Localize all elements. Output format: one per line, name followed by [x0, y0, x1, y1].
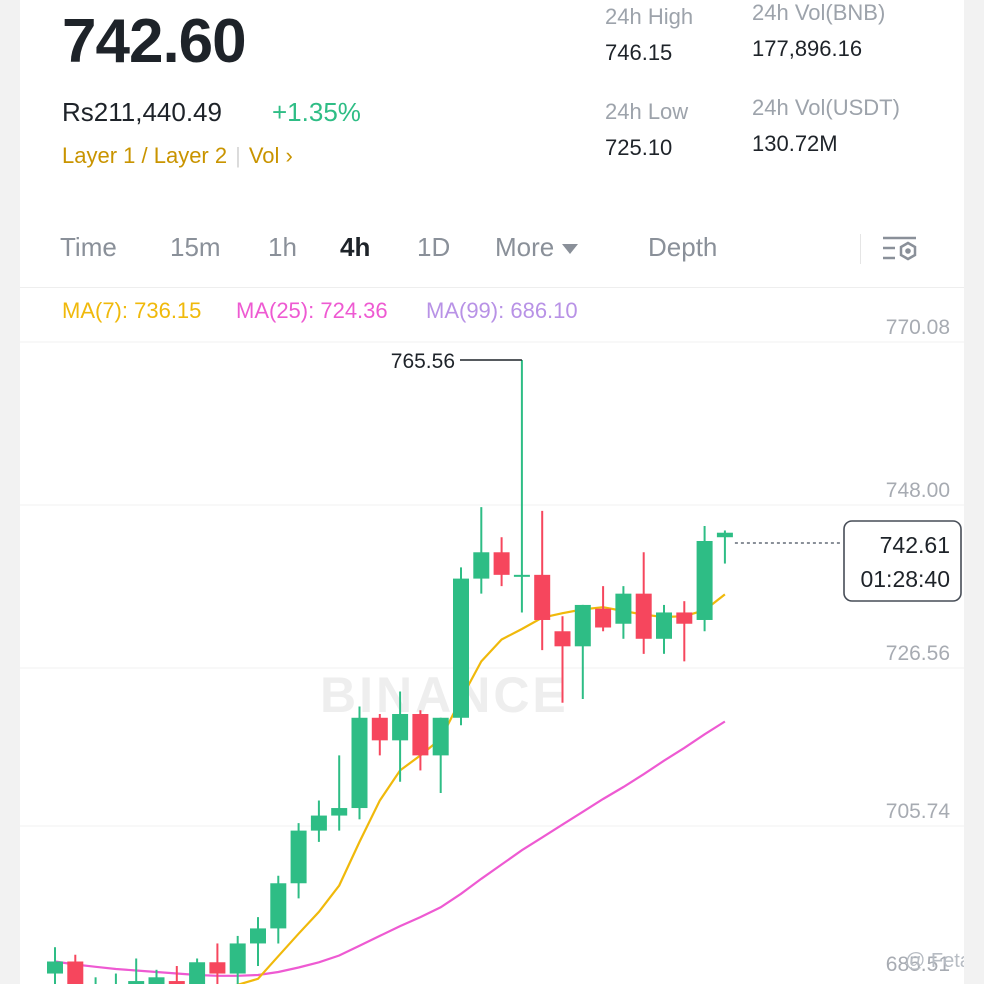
y-tick-label: 770.08 — [886, 316, 950, 339]
stat-label: 24h Low — [605, 99, 689, 124]
last-price: 742.60 — [62, 7, 247, 76]
candle-body — [635, 593, 652, 639]
chevron-right-icon: › — [285, 143, 293, 168]
y-tick-label: 685.51 — [886, 953, 950, 976]
y-tick-label: 748.00 — [886, 479, 950, 502]
stat-24h-vol-usdt: 24h Vol(USDT) 130.72M — [752, 95, 900, 157]
tab-depth[interactable]: Depth — [648, 232, 718, 262]
stat-24h-vol-bnb: 24h Vol(BNB) 177,896.16 — [752, 0, 885, 62]
ma99-legend: MA(99): 686.10 — [426, 298, 578, 323]
candle-body — [148, 977, 165, 984]
tab-more-label: More — [495, 232, 555, 262]
candle-body — [310, 815, 327, 831]
interval-tabs: Time 15m 1h 4h 1D More Depth — [20, 228, 964, 272]
stat-value: 177,896.16 — [752, 36, 863, 61]
tags: Layer 1 / Layer 2 | Vol › — [62, 143, 293, 169]
candle-body — [615, 593, 632, 624]
stat-value: 130.72M — [752, 131, 838, 156]
tab-1d[interactable]: 1D — [417, 232, 451, 262]
candle-body — [574, 604, 591, 647]
candle-body — [513, 574, 530, 577]
candle-body — [168, 981, 185, 984]
tag-vol[interactable]: Vol — [248, 143, 280, 168]
watermark-text: BINANCE — [320, 667, 569, 723]
countdown-label: 01:28:40 — [860, 566, 950, 592]
candle-body — [716, 532, 733, 538]
candle-body — [392, 714, 409, 741]
market-card: 742.60 Rs211,440.49 +1.35% Layer 1 / Lay… — [20, 0, 964, 984]
y-tick-label: 726.56 — [886, 642, 950, 665]
candle-body — [371, 717, 388, 741]
candle-body — [473, 552, 490, 579]
candle-body — [189, 962, 206, 984]
candle-body — [696, 540, 713, 620]
candle-body — [209, 962, 226, 974]
stat-label: 24h High — [605, 4, 694, 29]
candle-body — [676, 612, 693, 624]
candle-body — [47, 961, 63, 974]
candle-body — [534, 574, 551, 620]
candle-body — [128, 981, 145, 984]
stat-24h-low: 24h Low 725.10 — [605, 99, 688, 161]
candle-body — [351, 717, 368, 809]
last-price-box — [843, 520, 962, 602]
tag-separator: | — [235, 143, 241, 168]
chart-top-divider — [20, 287, 964, 288]
y-tick-label: 705.74 — [886, 800, 951, 823]
candle-body — [453, 578, 469, 718]
ma7-legend: MA(7): 736.15 — [62, 298, 202, 323]
tag-layer[interactable]: Layer 1 / Layer 2 — [62, 143, 228, 168]
left-gutter — [0, 0, 20, 984]
candlestick-chart[interactable]: 770.08 748.00 726.56 705.74 685.51 BINANCE 765… — [20, 0, 964, 984]
right-gutter — [964, 0, 984, 984]
candle-body — [229, 943, 246, 974]
ma7-line — [176, 593, 726, 984]
caret-down-icon — [562, 244, 579, 255]
candle-body — [331, 808, 348, 816]
tab-divider — [860, 234, 861, 264]
high-marker-label: 765.56 — [391, 350, 455, 373]
ma25-legend: MA(25): 724.36 — [236, 298, 388, 323]
candle-body — [554, 631, 571, 647]
last-price-label: 742.61 — [880, 532, 950, 558]
price-change: +1.35% — [272, 97, 361, 127]
chart-settings-icon[interactable] — [880, 230, 920, 270]
fiat-price: Rs211,440.49 — [62, 97, 222, 127]
tab-more[interactable]: More — [495, 232, 579, 263]
tab-1h[interactable]: 1h — [268, 232, 297, 262]
stat-value: 746.15 — [605, 40, 673, 65]
stat-label: 24h Vol(USDT) — [752, 95, 900, 120]
tab-time[interactable]: Time — [60, 232, 117, 262]
candle-body — [290, 830, 307, 884]
candle-body — [656, 612, 672, 639]
candle-body — [595, 608, 612, 628]
credit-label: @ Feta — [905, 950, 964, 972]
candle-body — [250, 928, 266, 944]
stat-value: 725.10 — [605, 135, 673, 160]
ma25-line — [54, 720, 726, 977]
stat-label: 24h Vol(BNB) — [752, 0, 886, 25]
candle-body — [67, 961, 84, 984]
tab-15m[interactable]: 15m — [170, 232, 221, 262]
tab-4h[interactable]: 4h — [340, 232, 371, 262]
candle-body — [412, 714, 429, 756]
candle-body — [493, 552, 510, 575]
candle-body — [270, 883, 287, 929]
candle-body — [432, 717, 449, 756]
stat-24h-high: 24h High 746.15 — [605, 4, 693, 66]
